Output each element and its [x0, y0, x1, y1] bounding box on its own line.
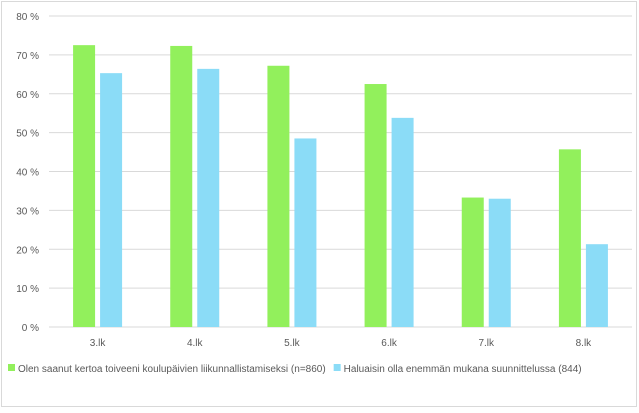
y-axis: 0 % 10 % 20 % 30 % 40 % 50 % 60 % 70 % 80 % — [16, 12, 39, 334]
x-tick-label: 6.lk — [381, 338, 398, 349]
legend-swatch-2 — [333, 364, 341, 371]
bar-chart: 0 % 10 % 20 % 30 % 40 % 50 % 60 % 70 % 80 % 3.lk… — [8, 12, 632, 375]
x-tick-label: 8.lk — [576, 338, 593, 349]
y-tick-label: 60 % — [16, 90, 39, 101]
bar-series-2 — [585, 244, 608, 327]
legend-swatch-1 — [8, 364, 15, 371]
y-tick-label: 40 % — [16, 168, 39, 179]
bar-series-1 — [364, 84, 387, 327]
x-tick-label: 5.lk — [284, 338, 301, 349]
bar-series-1 — [461, 197, 484, 327]
gridlines — [49, 15, 632, 328]
x-tick-label: 7.lk — [478, 338, 495, 349]
bar-series-2 — [197, 68, 220, 328]
bar-series-2 — [100, 73, 123, 328]
bar-series-1 — [558, 149, 581, 327]
x-tick-label: 4.lk — [187, 338, 204, 349]
y-tick-label: 30 % — [16, 206, 39, 217]
y-tick-label: 20 % — [16, 245, 39, 256]
y-tick-label: 50 % — [16, 129, 39, 140]
bar-series-2 — [488, 198, 511, 327]
bar-series-2 — [294, 138, 317, 327]
y-tick-label: 80 % — [16, 12, 39, 23]
legend-label-2: Haluaisin olla enemmän mukana suunnittel… — [344, 364, 582, 375]
bar-series-1 — [170, 45, 193, 328]
y-tick-label: 70 % — [16, 51, 39, 62]
x-axis: 3.lk 4.lk 5.lk 6.lk 7.lk 8.lk — [90, 338, 592, 349]
chart-frame: 0 % 10 % 20 % 30 % 40 % 50 % 60 % 70 % 80 % 3.lk… — [1, 1, 637, 407]
legend-label-1: Olen saanut kertoa toiveeni koulupäivien… — [18, 364, 326, 375]
x-tick-label: 3.lk — [90, 338, 107, 349]
bars — [73, 45, 608, 328]
bar-series-1 — [267, 65, 290, 327]
bar-series-2 — [391, 117, 414, 327]
y-tick-label: 0 % — [22, 323, 39, 334]
y-tick-label: 10 % — [16, 284, 39, 295]
bar-series-1 — [73, 45, 96, 327]
legend: Olen saanut kertoa toiveeni koulupäivien… — [8, 364, 582, 375]
